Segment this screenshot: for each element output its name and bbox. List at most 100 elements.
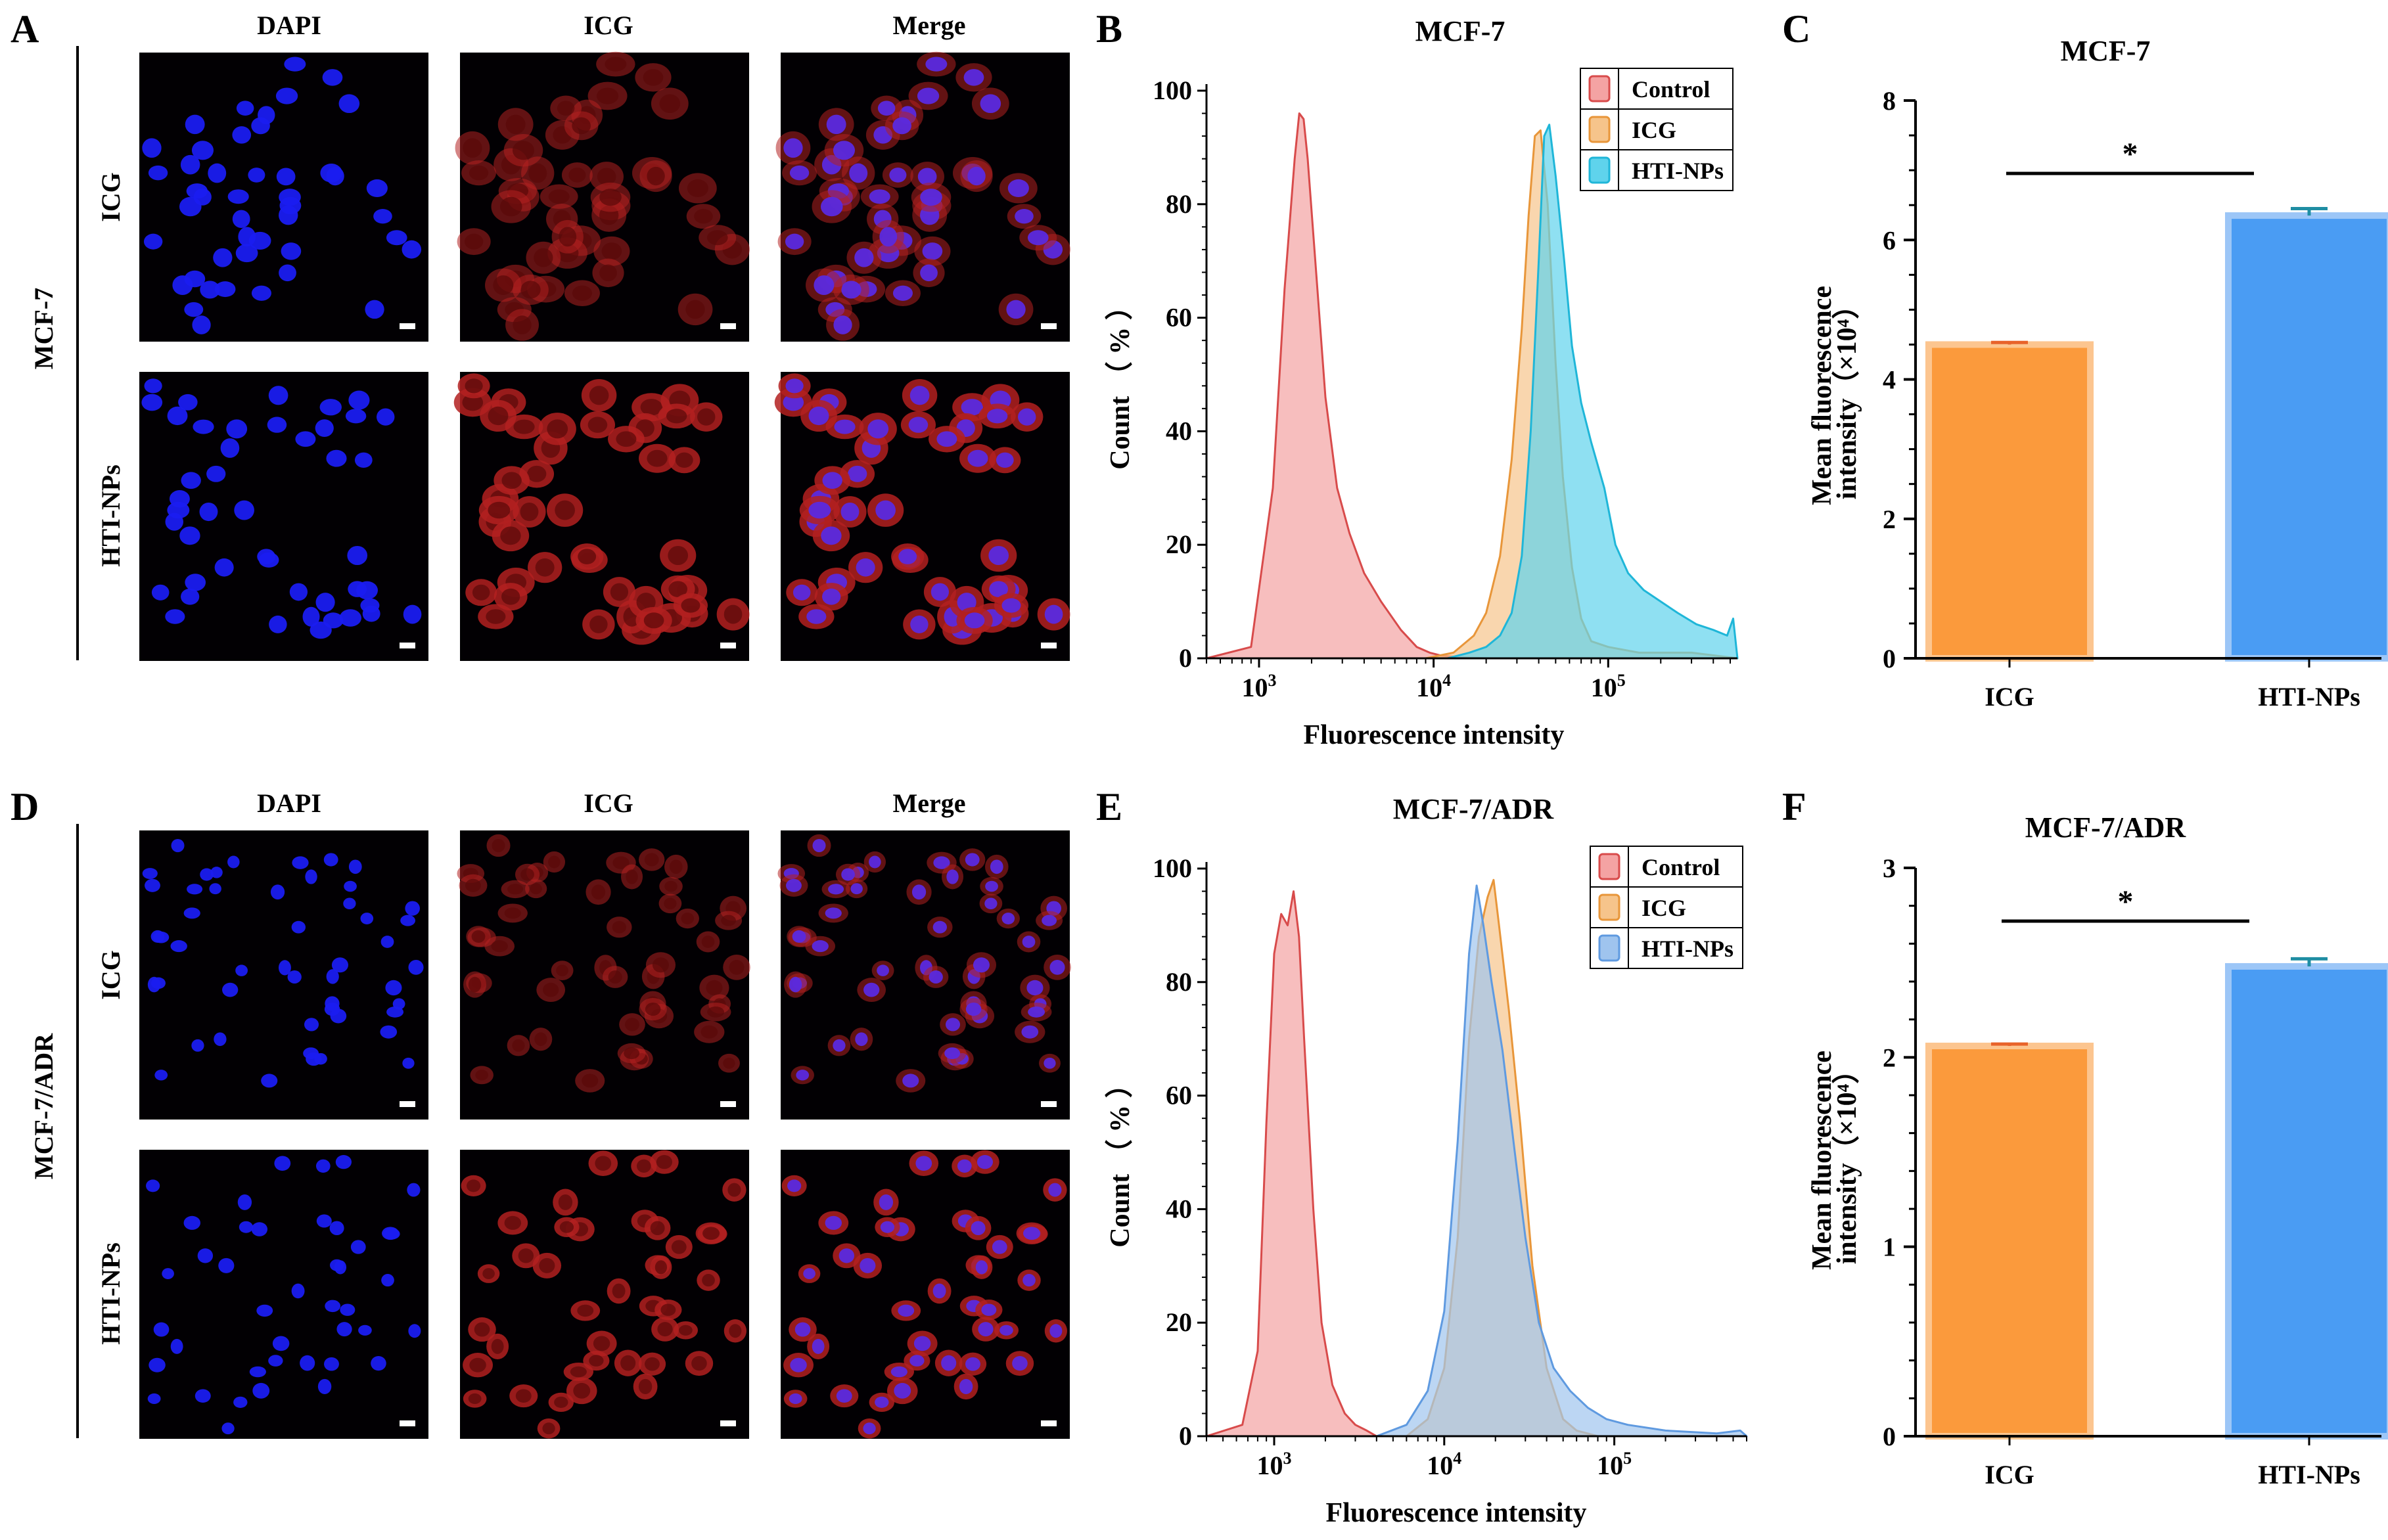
cell-nucleus: [836, 1389, 852, 1403]
cell-nucleus-shadow: [610, 583, 629, 601]
x-tick-label: ICG: [1985, 1460, 2034, 1489]
cell-nucleus-shadow: [664, 880, 677, 892]
cell-nucleus: [366, 179, 388, 198]
cell-nucleus-shadow: [679, 1325, 693, 1336]
cell-nucleus: [324, 1002, 340, 1016]
cell-nucleus-shadow: [542, 1422, 555, 1435]
cell-nucleus: [986, 409, 1008, 424]
cell-nucleus-shadow: [645, 1357, 660, 1371]
y-tick-label: 100: [1153, 76, 1192, 105]
cell-nucleus: [345, 409, 367, 424]
cell-nucleus: [326, 449, 347, 467]
cell-nucleus: [218, 1257, 235, 1273]
y-axis-label-line1: Mean fluorescence: [1807, 286, 1837, 505]
cell-nucleus: [978, 1322, 994, 1337]
cell-nucleus: [146, 1179, 160, 1192]
scale-bar: [720, 1101, 736, 1107]
cell-nucleus-shadow: [463, 138, 482, 158]
cell-nucleus-shadow: [644, 853, 659, 867]
cell-nucleus: [149, 1357, 166, 1372]
scale-bar: [400, 643, 415, 648]
cell-nucleus: [336, 1322, 352, 1337]
cell-nucleus: [162, 1268, 174, 1280]
chart-title: MCF-7: [2061, 35, 2151, 67]
cell-nucleus: [195, 1389, 211, 1403]
cell-nucleus: [933, 856, 950, 869]
significance-marker: *: [2118, 884, 2134, 919]
micrograph-dapi-row2: [139, 372, 428, 661]
cell-nucleus: [380, 936, 394, 948]
cell-nucleus: [932, 920, 948, 934]
cell-nucleus-shadow: [668, 581, 688, 597]
cell-nucleus: [222, 982, 239, 997]
cell-nucleus: [233, 1396, 248, 1408]
cell-nucleus-shadow: [589, 615, 608, 633]
cell-nucleus: [875, 1396, 889, 1408]
y-axis-label-line1: Mean fluorescence: [1807, 1051, 1837, 1270]
cell-nucleus: [323, 612, 344, 629]
y-tick-label: 80: [1166, 189, 1192, 219]
micrograph-dapi-row1: [139, 830, 428, 1120]
cell-nucleus: [206, 465, 226, 482]
cell-nucleus-shadow: [624, 1018, 640, 1031]
microscopy-panel-d: MCF-7/ADR DAPI ICG Merge ICG HTI-NPs: [29, 788, 1071, 1439]
cell-nucleus-shadow: [558, 1194, 573, 1210]
micrograph-merge-row2: [781, 1150, 1070, 1439]
cell-nucleus-shadow: [482, 1268, 495, 1280]
cell-nucleus: [279, 189, 301, 206]
legend-label: HTI-NPs: [1632, 158, 1724, 184]
cell-nucleus-shadow: [505, 114, 526, 135]
scale-bar: [1041, 643, 1057, 648]
cell-nucleus: [147, 1393, 161, 1405]
column-header-dapi: DAPI: [257, 11, 321, 40]
legend-label: HTI-NPs: [1642, 936, 1734, 962]
cell-nucleus: [880, 1221, 895, 1233]
cell-nucleus-shadow: [467, 1179, 481, 1192]
cell-nucleus-shadow: [702, 1227, 720, 1240]
cell-nucleus: [261, 1074, 278, 1088]
cell-nucleus: [869, 855, 881, 869]
cell-nucleus: [796, 1070, 810, 1081]
scale-bar: [1041, 1420, 1057, 1426]
scale-bar: [400, 1101, 415, 1107]
cell-nucleus: [812, 1338, 825, 1354]
cell-nucleus: [792, 930, 806, 943]
cell-nucleus: [315, 1159, 331, 1173]
cell-nucleus-shadow: [465, 878, 481, 892]
cell-nucleus: [403, 604, 422, 624]
cell-line-label: MCF-7: [29, 288, 58, 369]
legend-label: ICG: [1642, 895, 1686, 921]
cell-nucleus: [236, 101, 254, 116]
cell-nucleus-shadow: [520, 281, 541, 299]
x-tick-label: 103: [1241, 671, 1276, 702]
scale-bar: [720, 1420, 736, 1426]
cell-nucleus-shadow: [469, 1357, 486, 1372]
cell-nucleus: [274, 1156, 291, 1171]
cell-nucleus: [999, 1325, 1013, 1336]
y-axis-label: Count （ % ）: [1105, 1070, 1136, 1248]
cell-nucleus: [257, 549, 276, 564]
cell-nucleus-shadow: [493, 275, 514, 296]
cell-nucleus: [945, 1018, 961, 1031]
cell-nucleus-shadow: [596, 87, 619, 104]
cell-nucleus: [975, 1260, 988, 1275]
cell-nucleus: [890, 1366, 907, 1378]
cell-nucleus: [344, 880, 357, 892]
cell-nucleus: [199, 502, 218, 522]
cell-nucleus: [381, 1274, 394, 1287]
y-tick-label: 20: [1166, 530, 1192, 559]
cell-nucleus: [1015, 209, 1034, 224]
cell-nucleus-shadow: [700, 1025, 718, 1039]
cell-nucleus: [1021, 1025, 1039, 1039]
cell-nucleus: [209, 883, 221, 895]
cell-nucleus: [790, 1357, 807, 1372]
cell-nucleus-shadow: [577, 1304, 594, 1317]
cell-nucleus-shadow: [491, 1338, 504, 1354]
micrograph-icg-row1: [457, 830, 750, 1120]
cell-nucleus: [221, 1422, 235, 1435]
cell-nucleus: [239, 1221, 254, 1233]
cell-nucleus-shadow: [530, 883, 542, 895]
cell-nucleus: [856, 558, 875, 577]
chart-title: MCF-7/ADR: [2025, 811, 2187, 844]
cell-nucleus: [386, 230, 407, 246]
